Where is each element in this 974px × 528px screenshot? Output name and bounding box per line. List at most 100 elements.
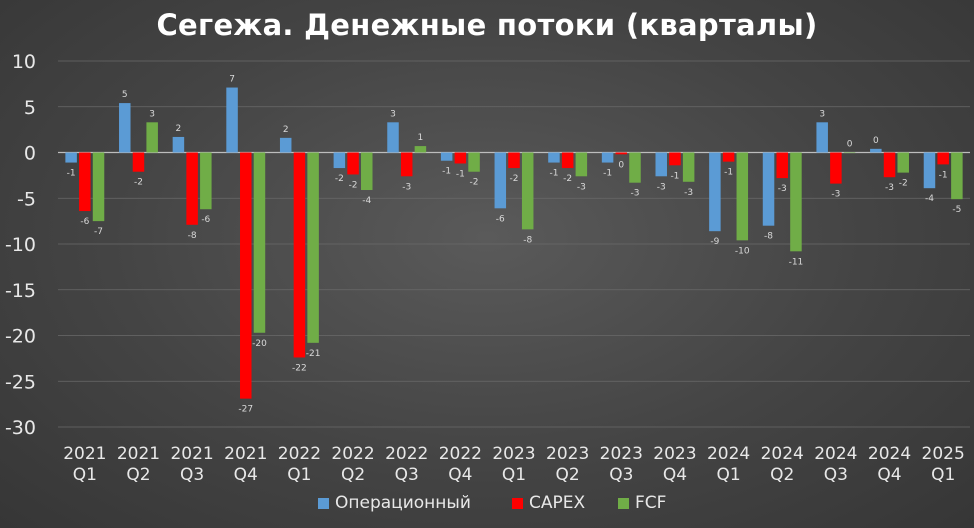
- y-tick-label-2: 0: [24, 143, 36, 165]
- x-tick-label-2: 2021 Q3: [170, 444, 213, 485]
- legend-label-1: CAPEX: [529, 493, 585, 513]
- x-tick-label-3: 2021 Q4: [224, 444, 267, 485]
- data-label-1-4: -22: [292, 363, 307, 373]
- data-label-1-10: 0: [618, 160, 624, 170]
- bar-2-10: [629, 152, 641, 183]
- data-label-1-1: -2: [134, 178, 143, 188]
- data-label-1-3: -27: [238, 405, 253, 415]
- bar-2-0: [92, 152, 105, 222]
- bar-1-15: [883, 152, 896, 178]
- bar-1-1: [132, 152, 145, 172]
- bar-0-1: [119, 103, 131, 153]
- data-label-2-13: -11: [789, 257, 804, 267]
- bar-0-0: [65, 152, 77, 163]
- data-label-1-16: -1: [939, 170, 948, 180]
- data-label-1-14: -3: [831, 190, 840, 200]
- data-label-2-8: -8: [523, 235, 532, 245]
- data-label-1-6: -3: [402, 182, 411, 192]
- x-tick-label-14: 2024 Q3: [814, 444, 857, 485]
- bar-0-8: [494, 152, 507, 209]
- bar-2-16: [951, 152, 963, 200]
- bar-2-2: [200, 152, 212, 210]
- data-label-2-5: -4: [362, 196, 371, 206]
- bar-2-15: [897, 152, 909, 173]
- y-tick-label-1: 5: [24, 97, 36, 119]
- chart-title: Сегежа. Денежные потоки (кварталы): [156, 8, 818, 42]
- bar-2-12: [736, 152, 749, 241]
- bar-1-14: [830, 152, 842, 184]
- y-tick-label-5: -15: [5, 280, 36, 302]
- data-label-0-4: 2: [283, 125, 289, 135]
- bar-0-7: [440, 152, 453, 161]
- data-label-0-12: -9: [710, 237, 719, 247]
- bar-0-4: [279, 137, 292, 153]
- x-tick-label-15: 2024 Q4: [868, 444, 911, 485]
- bar-1-6: [400, 152, 413, 177]
- y-tick-label-3: -5: [17, 188, 36, 210]
- bar-2-13: [790, 152, 802, 252]
- data-label-1-0: -6: [80, 217, 89, 227]
- x-tick-label-13: 2024 Q2: [761, 444, 804, 485]
- data-label-0-5: -2: [335, 174, 344, 184]
- bar-1-7: [454, 152, 467, 164]
- data-label-0-10: -1: [603, 169, 612, 179]
- x-tick-label-4: 2022 Q1: [278, 444, 321, 485]
- bar-0-14: [816, 122, 828, 153]
- data-label-1-2: -8: [188, 231, 197, 241]
- bar-1-12: [722, 152, 735, 162]
- bar-0-10: [601, 152, 614, 163]
- data-label-1-11: -1: [670, 171, 679, 181]
- data-label-1-9: -2: [563, 174, 572, 184]
- bar-1-9: [561, 152, 574, 169]
- bar-2-14: [843, 152, 856, 154]
- bar-0-2: [172, 136, 185, 153]
- data-label-0-0: -1: [67, 169, 76, 179]
- data-label-2-6: 1: [418, 133, 424, 143]
- bar-1-5: [347, 152, 359, 175]
- x-tick-label-0: 2021 Q1: [63, 444, 106, 485]
- x-tick-label-16: 2025 Q1: [922, 444, 965, 485]
- bar-2-11: [682, 152, 695, 182]
- data-label-2-15: -2: [899, 179, 908, 189]
- legend-swatch-1: [512, 498, 523, 509]
- bar-2-1: [146, 122, 158, 153]
- data-label-2-0: -7: [94, 227, 103, 237]
- data-label-2-12: -10: [735, 246, 750, 256]
- bar-1-2: [186, 152, 198, 225]
- data-label-2-11: -3: [684, 188, 693, 198]
- bar-2-6: [414, 146, 427, 153]
- data-label-2-10: -3: [631, 189, 640, 199]
- bar-2-4: [307, 152, 319, 343]
- bar-0-3: [226, 87, 238, 153]
- x-tick-label-6: 2022 Q3: [385, 444, 428, 485]
- bar-0-5: [333, 152, 346, 169]
- data-label-1-12: -1: [724, 168, 733, 178]
- bar-1-3: [240, 152, 252, 399]
- data-label-2-4: -21: [306, 349, 321, 359]
- bar-0-12: [709, 152, 721, 232]
- data-label-1-7: -1: [456, 169, 465, 179]
- bar-1-8: [508, 152, 520, 169]
- x-tick-label-10: 2023 Q3: [600, 444, 643, 485]
- data-label-0-13: -8: [764, 232, 773, 242]
- x-tick-label-1: 2021 Q2: [117, 444, 160, 485]
- data-label-0-1: 5: [122, 90, 128, 100]
- bar-0-13: [762, 152, 775, 226]
- data-label-1-8: -2: [510, 174, 519, 184]
- bar-1-16: [937, 152, 949, 165]
- data-label-0-16: -4: [925, 194, 934, 204]
- bar-1-0: [79, 152, 91, 212]
- data-label-0-6: 3: [390, 109, 396, 119]
- bar-2-7: [468, 152, 480, 172]
- x-tick-label-8: 2023 Q1: [492, 444, 535, 485]
- bar-2-8: [521, 152, 534, 230]
- y-tick-label-8: -30: [5, 417, 36, 439]
- data-label-2-14: 0: [847, 140, 853, 150]
- bar-0-9: [548, 152, 560, 163]
- bar-0-15: [870, 148, 882, 153]
- data-label-0-15: 0: [873, 136, 879, 146]
- x-tick-label-12: 2024 Q1: [707, 444, 750, 485]
- x-tick-label-9: 2023 Q2: [546, 444, 589, 485]
- bar-1-4: [293, 152, 306, 358]
